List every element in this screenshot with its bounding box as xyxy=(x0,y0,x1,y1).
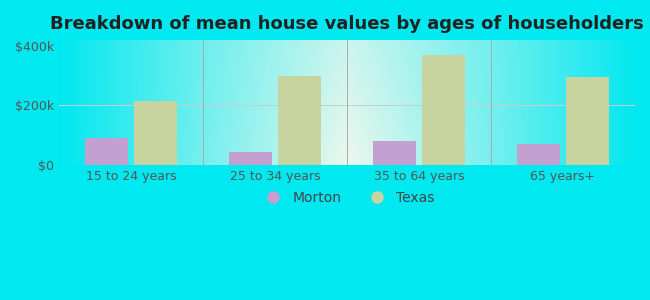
Bar xyxy=(566,77,609,165)
Bar xyxy=(85,138,128,165)
Bar xyxy=(134,101,177,165)
Legend: Morton, Texas: Morton, Texas xyxy=(254,185,440,210)
Bar xyxy=(373,141,416,165)
Bar xyxy=(517,144,560,165)
Bar xyxy=(278,76,321,165)
Bar xyxy=(229,152,272,165)
Bar xyxy=(422,55,465,165)
Title: Breakdown of mean house values by ages of householders: Breakdown of mean house values by ages o… xyxy=(50,15,644,33)
